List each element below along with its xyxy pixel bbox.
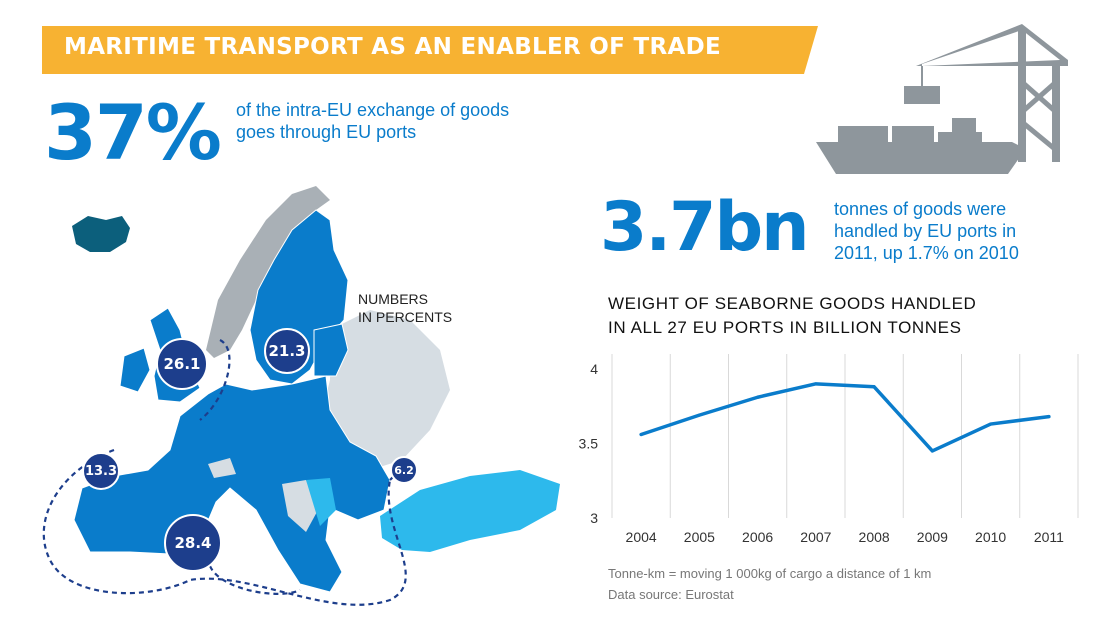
y-tick-label: 3.5 (579, 435, 599, 451)
x-tick-label: 2006 (742, 529, 773, 545)
data-point (756, 395, 760, 399)
chart-title-line: IN ALL 27 EU PORTS IN BILLION TONNES (608, 318, 962, 337)
stat-percent: 37% (44, 88, 222, 177)
x-tick-label: 2007 (800, 529, 831, 545)
desc-line: 2011, up 1.7% on 2010 (834, 243, 1019, 263)
baltics-shape (313, 323, 349, 377)
balkans-shape (282, 480, 318, 532)
bubble-baltic: 21.3 (264, 328, 310, 374)
switzerland-shape (208, 458, 236, 478)
port-crane-ship-icon (816, 24, 1068, 174)
bubble-atlantic: 13.3 (82, 452, 120, 490)
candidate-balkans-shape (306, 478, 336, 526)
bubble-black-sea: 6.2 (390, 456, 418, 484)
continental-eu-shape (73, 375, 391, 593)
chart-title-line: WEIGHT OF SEABORNE GOODS HANDLED (608, 294, 977, 313)
x-tick-label: 2004 (626, 529, 657, 545)
stat-percent-description: of the intra-EU exchange of goods goes t… (236, 99, 566, 143)
data-point (697, 413, 701, 417)
footnote-definition: Tonne-km = moving 1 000kg of cargo a dis… (608, 566, 932, 581)
bubble-north-sea: 26.1 (156, 338, 208, 390)
turkey-shape (380, 470, 560, 552)
europe-map (42, 186, 560, 606)
data-point (1047, 415, 1051, 419)
non-eu-east-shape (320, 310, 450, 470)
x-tick-label: 2008 (859, 529, 890, 545)
x-tick-label: 2010 (975, 529, 1006, 545)
data-point (639, 433, 643, 437)
title-banner: MARITIME TRANSPORT AS AN ENABLER OF TRAD… (42, 26, 818, 74)
x-tick-label: 2005 (684, 529, 715, 545)
note-line: IN PERCENTS (358, 309, 453, 325)
desc-line: of the intra-EU exchange of goods (236, 100, 510, 120)
x-tick-label: 2009 (917, 529, 948, 545)
chart-title: WEIGHT OF SEABORNE GOODS HANDLED IN ALL … (608, 292, 976, 340)
series-line (639, 382, 1051, 453)
map-legend-note: NUMBERS IN PERCENTS (358, 290, 452, 326)
desc-line: goes through EU ports (236, 122, 417, 142)
stat-tonnes: 3.7bn (600, 188, 810, 267)
y-tick-label: 3 (590, 510, 598, 526)
line-chart: 4 3.5 3 2004 2005 2006 2007 2008 2009 2010 2011 (579, 354, 1079, 545)
iceland-shape (72, 216, 130, 252)
data-point (814, 382, 818, 386)
ireland-shape (119, 347, 151, 393)
desc-line: handled by EU ports in (834, 221, 1017, 241)
banner-title: MARITIME TRANSPORT AS AN ENABLER OF TRAD… (64, 34, 721, 60)
x-tick-label: 2011 (1034, 529, 1064, 545)
data-point (872, 385, 876, 389)
banner-shape (42, 26, 818, 74)
y-tick-label: 4 (590, 361, 598, 377)
data-point (989, 422, 993, 426)
desc-line: tonnes of goods were (834, 199, 1007, 219)
bubble-mediterranean: 28.4 (164, 514, 222, 572)
data-point (930, 449, 934, 453)
footnote-source: Data source: Eurostat (608, 587, 734, 602)
stat-tonnes-description: tonnes of goods were handled by EU ports… (834, 198, 1074, 264)
note-line: NUMBERS (358, 291, 429, 307)
